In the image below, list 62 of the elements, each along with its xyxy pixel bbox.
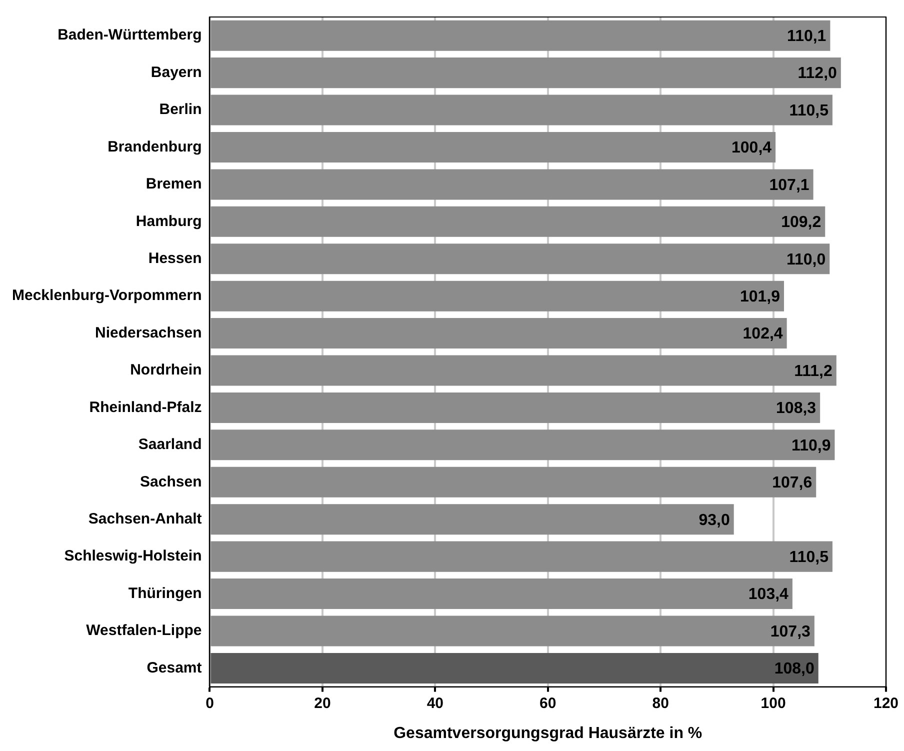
x-tick-label: 80 bbox=[652, 694, 669, 712]
data-label: 107,1 bbox=[769, 176, 810, 194]
y-tick-label: Brandenburg bbox=[108, 138, 202, 156]
bar bbox=[210, 318, 787, 349]
bar bbox=[210, 541, 832, 572]
y-tick-label: Saarland bbox=[138, 436, 202, 454]
data-label: 100,4 bbox=[732, 140, 772, 157]
y-tick-label: Nordrhein bbox=[130, 362, 202, 379]
y-tick-label: Rheinland-Pfalz bbox=[89, 398, 202, 416]
x-axis-title: Gesamtversorgungsgrad Hausärzte in % bbox=[394, 724, 702, 742]
y-tick-label: Baden-Württemberg bbox=[58, 26, 202, 44]
y-tick-label: Berlin bbox=[159, 101, 202, 118]
data-label: 110,5 bbox=[789, 102, 829, 120]
x-tick-label: 20 bbox=[314, 694, 331, 712]
y-tick-label: Schleswig-Holstein bbox=[64, 548, 202, 565]
bar bbox=[210, 466, 816, 498]
data-label: 110,9 bbox=[792, 437, 831, 454]
bar bbox=[210, 504, 734, 535]
y-tick-label: Niedersachsen bbox=[95, 324, 202, 342]
bar bbox=[210, 94, 832, 126]
bar bbox=[210, 392, 820, 423]
y-tick-label: Sachsen bbox=[140, 473, 202, 490]
y-tick-label: Bremen bbox=[146, 176, 202, 193]
y-tick-label: Hessen bbox=[148, 250, 202, 268]
data-label: 102,4 bbox=[742, 326, 783, 343]
data-label: 110,1 bbox=[787, 28, 826, 46]
bar bbox=[210, 355, 836, 386]
bar bbox=[210, 578, 792, 610]
data-label: 107,3 bbox=[770, 623, 811, 640]
y-tick-label: Mecklenburg-Vorpommern bbox=[12, 287, 202, 304]
data-label: 110,0 bbox=[786, 251, 826, 268]
data-label: 110,5 bbox=[789, 548, 829, 566]
data-label: 107,6 bbox=[772, 474, 812, 492]
data-label: 108,3 bbox=[776, 400, 816, 418]
data-label: 103,4 bbox=[748, 586, 789, 604]
bar bbox=[210, 244, 830, 274]
y-tick-label: Bayern bbox=[150, 64, 202, 81]
x-tick-label: 40 bbox=[426, 694, 444, 712]
x-tick-label: 100 bbox=[760, 694, 786, 712]
data-label: 109,2 bbox=[781, 214, 822, 232]
bar bbox=[210, 616, 814, 646]
bar bbox=[210, 20, 830, 51]
x-tick-label: 120 bbox=[873, 694, 899, 712]
bar bbox=[210, 652, 818, 684]
data-label: 111,2 bbox=[794, 362, 832, 380]
x-tick-label: 60 bbox=[540, 694, 556, 712]
y-tick-label: Westfalen-Lippe bbox=[86, 622, 202, 640]
data-label: 93,0 bbox=[698, 512, 730, 529]
bar bbox=[210, 430, 835, 460]
bar bbox=[210, 206, 826, 237]
y-tick-label: Thüringen bbox=[128, 584, 202, 602]
y-tick-label: Sachsen-Anhalt bbox=[88, 510, 202, 528]
bar bbox=[210, 280, 784, 312]
y-tick-label: Gesamt bbox=[146, 659, 202, 676]
data-label: 112,0 bbox=[798, 65, 838, 82]
bar bbox=[210, 132, 776, 162]
data-label: 101,9 bbox=[740, 288, 780, 306]
bar bbox=[210, 58, 841, 88]
bar bbox=[210, 169, 814, 200]
y-tick-label: Hamburg bbox=[136, 212, 202, 230]
data-label: 108,0 bbox=[774, 660, 814, 678]
x-tick-label: 0 bbox=[206, 694, 214, 712]
